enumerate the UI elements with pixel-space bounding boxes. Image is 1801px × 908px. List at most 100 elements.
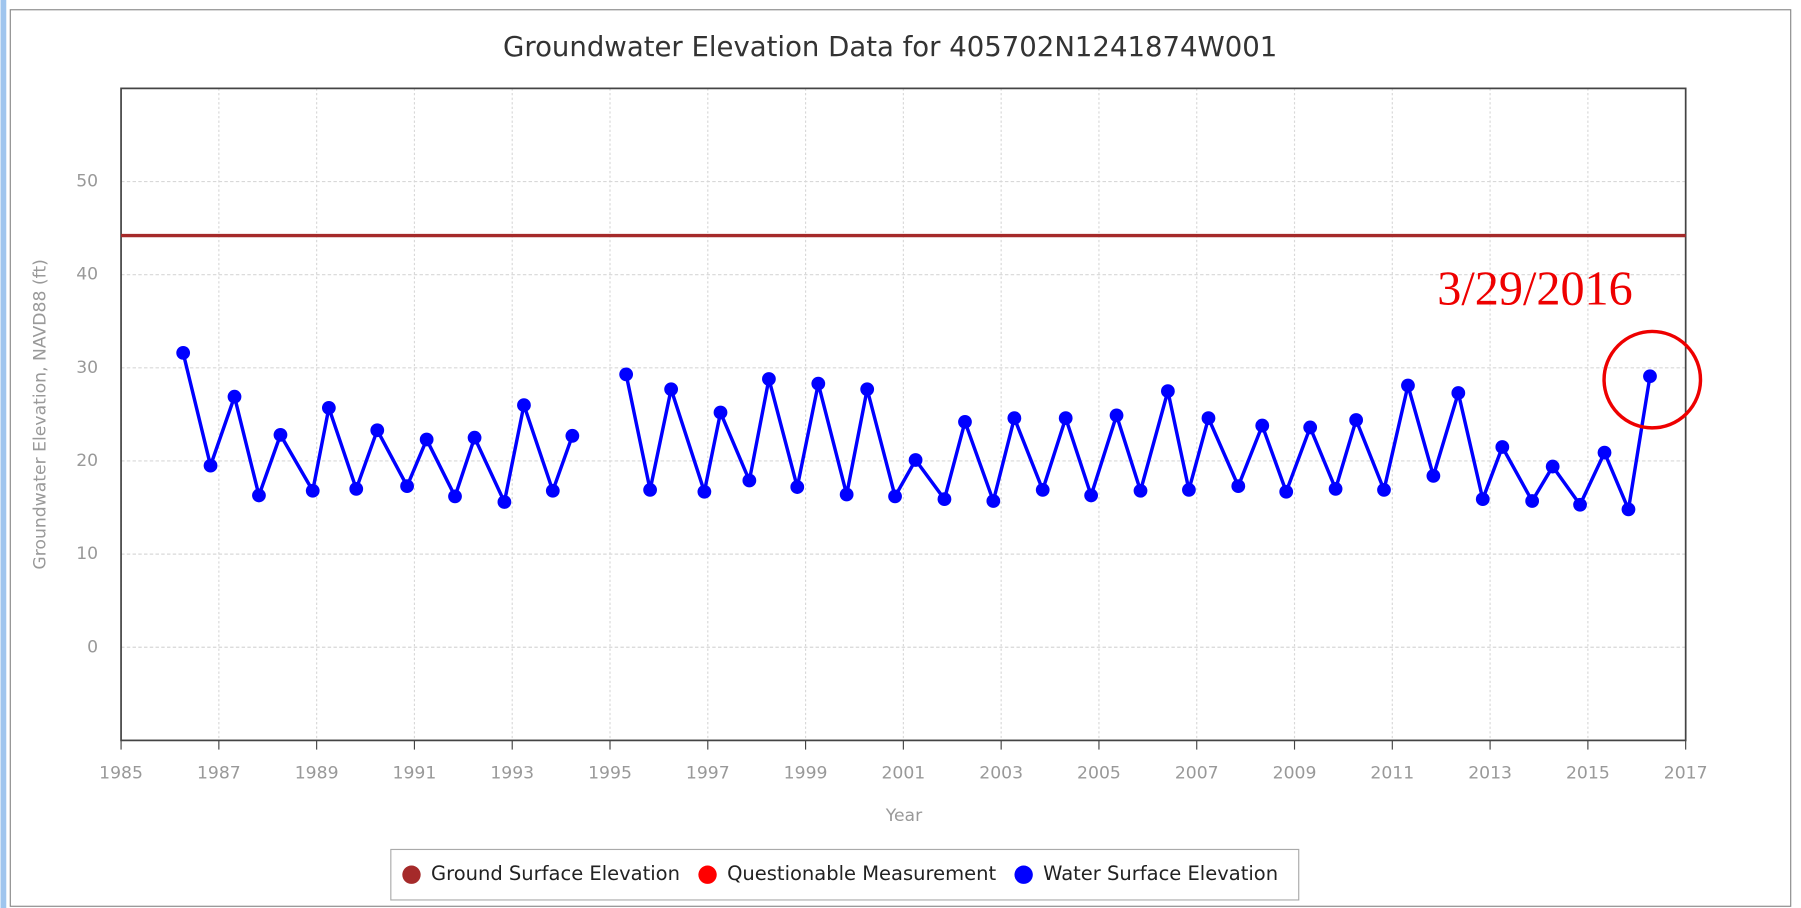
legend-label: Questionable Measurement [727,862,996,885]
data-point [545,483,560,498]
y-tick-label: 0 [87,637,98,657]
data-point [321,400,336,415]
y-tick-label: 50 [76,172,98,192]
data-point [1160,384,1175,398]
y-axis-label: Groundwater Elevation, NAVD88 (ft) [31,259,51,569]
data-point [1573,497,1587,512]
chart-title: Groundwater Elevation Data for 405702N12… [503,31,1277,63]
data-point [713,405,728,420]
data-point [860,382,875,397]
data-point [790,480,805,494]
data-point [305,483,320,498]
data-point [273,428,288,442]
left-edge [0,0,7,908]
x-tick-label: 2007 [1175,764,1219,784]
data-point [937,492,952,507]
x-tick-label: 1985 [99,764,143,784]
x-tick-label: 1997 [686,764,730,784]
legend-box [390,848,1300,901]
data-point [664,382,679,397]
data-point [1007,411,1022,426]
data-point [1303,420,1318,435]
annotation-circle [1602,329,1703,430]
data-point [762,372,776,386]
data-point [742,473,757,488]
data-point [400,479,414,494]
data-point [908,453,923,467]
data-point [1201,411,1216,426]
legend-label: Ground Surface Elevation [431,862,680,885]
data-point [419,432,434,447]
data-point [958,414,972,429]
x-tick-label: 2005 [1077,764,1121,784]
data-point [1545,459,1560,474]
data-point [227,389,242,404]
data-point [1349,413,1364,427]
data-point [697,484,712,499]
data-point [1035,482,1050,497]
data-point [1084,488,1099,503]
data-point [370,423,385,438]
y-tick-label: 10 [76,544,98,564]
data-point [1495,440,1510,454]
data-point [349,482,364,496]
data-point [1401,378,1415,393]
data-point [1426,468,1441,483]
data-point [1058,411,1073,426]
legend-swatch [698,865,717,884]
data-point [176,346,191,360]
data-point [1279,484,1294,499]
data-point [1597,445,1612,460]
data-point [811,376,826,391]
legend: Ground Surface Elevation Questionable Mea… [390,848,1300,901]
annotation-text: 3/29/2016 [1437,263,1633,316]
x-tick-label: 1993 [490,764,534,784]
legend-swatch [1014,865,1033,884]
x-tick-label: 1989 [295,764,339,784]
x-axis-label: Year [885,806,923,826]
data-point [1109,408,1124,423]
data-point [619,367,634,382]
data-point [1182,482,1196,497]
x-tick-label: 1991 [393,764,437,784]
data-point [565,428,580,443]
x-tick-label: 1995 [588,764,632,784]
data-point [986,494,1001,508]
data-point [467,430,482,445]
data-point [1451,386,1466,400]
data-point [1377,482,1391,497]
x-tick-label: 2017 [1664,764,1708,784]
x-tick-label: 2009 [1273,764,1317,784]
data-point [448,489,462,504]
data-point [1255,418,1270,433]
data-point [1525,494,1540,508]
data-point [1621,502,1636,517]
data-point [1328,482,1343,496]
data-point [497,495,512,509]
y-tick-label: 30 [76,358,98,378]
data-point [252,488,266,503]
data-point [839,487,854,502]
x-tick-label: 1999 [784,764,828,784]
data-point [1231,479,1246,494]
x-tick-label: 1987 [197,764,241,784]
x-tick-label: 2003 [979,764,1023,784]
legend-label: Water Surface Elevation [1043,862,1278,885]
x-tick-label: 2015 [1566,764,1610,784]
data-point [203,458,218,473]
y-tick-label: 20 [76,451,98,471]
data-point [643,482,657,497]
legend-swatch [402,865,421,884]
data-point [1475,492,1490,507]
x-tick-label: 2013 [1468,764,1512,784]
data-point [1643,369,1657,384]
data-point [1133,483,1148,498]
x-tick-label: 2011 [1370,764,1414,784]
data-point [517,398,531,412]
x-tick-label: 2001 [881,764,925,784]
frame [9,9,1792,907]
y-tick-label: 40 [76,265,98,285]
data-point [888,489,902,504]
